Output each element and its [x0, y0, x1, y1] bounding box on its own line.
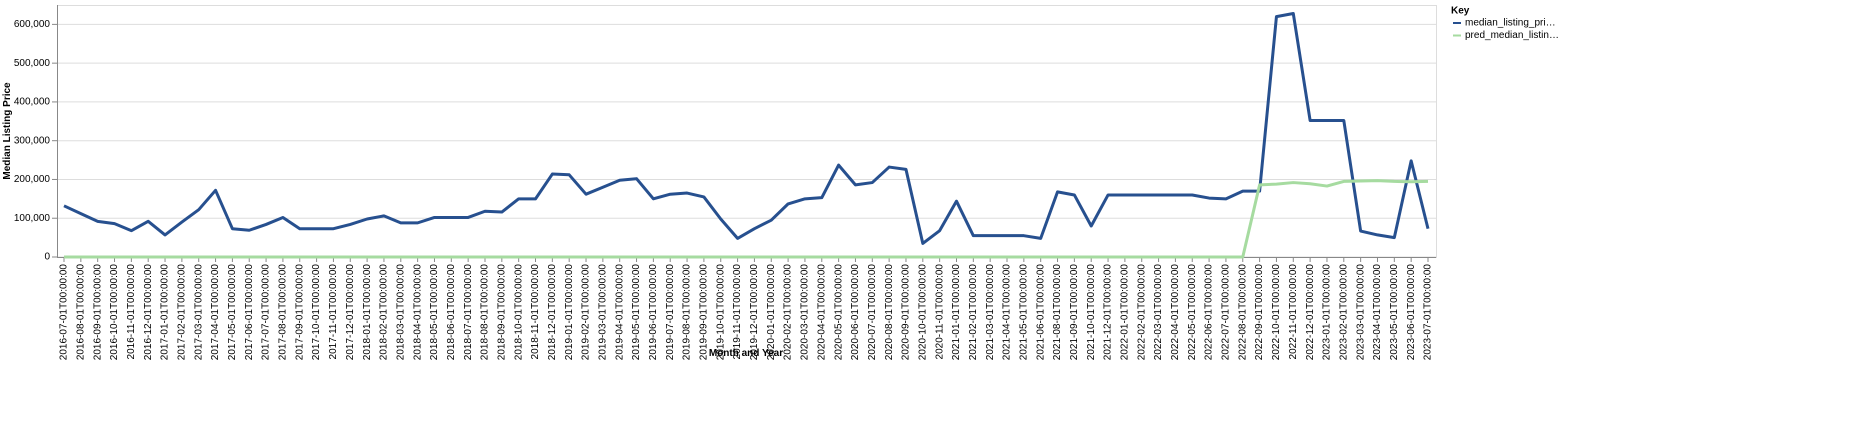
x-tick-label: 2022-03-01T00:00:00: [1153, 264, 1164, 361]
x-tick-label: 2022-04-01T00:00:00: [1170, 264, 1181, 361]
x-tick-label: 2017-12-01T00:00:00: [345, 264, 356, 361]
x-tick-label: 2016-11-01T00:00:00: [126, 264, 137, 360]
x-tick-label: 2016-10-01T00:00:00: [109, 264, 120, 361]
y-tick-label: 300,000: [14, 135, 51, 146]
x-tick-label: 2022-07-01T00:00:00: [1221, 264, 1232, 361]
x-tick-label: 2020-09-01T00:00:00: [901, 264, 912, 361]
x-tick-label: 2017-08-01T00:00:00: [278, 264, 289, 361]
x-tick-label: 2021-04-01T00:00:00: [1002, 264, 1013, 361]
x-tick-label: 2019-10-01T00:00:00: [715, 264, 726, 361]
x-tick-label: 2020-02-01T00:00:00: [783, 264, 794, 361]
x-tick-label: 2018-08-01T00:00:00: [480, 264, 491, 361]
x-tick-label: 2022-02-01T00:00:00: [1136, 264, 1147, 361]
x-tick-label: 2017-10-01T00:00:00: [311, 264, 322, 361]
x-tick-label: 2020-11-01T00:00:00: [934, 264, 945, 360]
x-tick-label: 2020-07-01T00:00:00: [867, 264, 878, 361]
x-tick-label: 2018-05-01T00:00:00: [429, 264, 440, 361]
x-tick-label: 2018-09-01T00:00:00: [496, 264, 507, 361]
x-tick-label: 2019-09-01T00:00:00: [699, 264, 710, 361]
y-tick-label: 400,000: [14, 97, 51, 108]
x-tick-label: 2022-09-01T00:00:00: [1254, 264, 1265, 361]
x-tick-label: 2019-08-01T00:00:00: [682, 264, 693, 361]
legend-label: pred_median_listin…: [1465, 30, 1559, 41]
x-tick-label: 2016-07-01T00:00:00: [59, 264, 70, 361]
x-tick-label: 2017-02-01T00:00:00: [177, 264, 188, 361]
y-axis-title: Median Listing Price: [2, 82, 13, 180]
x-tick-label: 2018-12-01T00:00:00: [547, 264, 558, 361]
x-tick-label: 2018-02-01T00:00:00: [379, 264, 390, 361]
x-tick-label: 2018-03-01T00:00:00: [395, 264, 406, 361]
x-tick-label: 2016-09-01T00:00:00: [92, 264, 103, 361]
y-tick-label: 200,000: [14, 174, 51, 185]
x-tick-label: 2018-06-01T00:00:00: [446, 264, 457, 361]
x-tick-label: 2017-07-01T00:00:00: [261, 264, 272, 361]
x-tick-label: 2018-07-01T00:00:00: [463, 264, 474, 361]
x-tick-label: 2022-10-01T00:00:00: [1271, 264, 1282, 361]
x-tick-label: 2022-12-01T00:00:00: [1305, 264, 1316, 361]
x-tick-label: 2019-02-01T00:00:00: [581, 264, 592, 361]
x-tick-label: 2020-10-01T00:00:00: [917, 264, 928, 361]
x-tick-label: 2022-06-01T00:00:00: [1204, 264, 1215, 361]
x-tick-label: 2022-01-01T00:00:00: [1120, 264, 1131, 361]
x-tick-label: 2020-08-01T00:00:00: [884, 264, 895, 361]
x-tick-label: 2022-08-01T00:00:00: [1237, 264, 1248, 361]
legend-label: median_listing_pri…: [1465, 18, 1556, 29]
x-tick-label: 2021-12-01T00:00:00: [1103, 264, 1114, 361]
y-tick-label: 100,000: [14, 213, 51, 224]
plot-frame: [57, 5, 1437, 258]
line-series: [64, 179, 1429, 259]
x-tick-label: 2019-12-01T00:00:00: [749, 264, 760, 361]
x-tick-label: 2018-11-01T00:00:00: [530, 264, 541, 360]
x-tick-label: 2021-10-01T00:00:00: [1086, 264, 1097, 361]
x-tick-label: 2018-04-01T00:00:00: [412, 264, 423, 361]
x-tick-label: 2019-05-01T00:00:00: [631, 264, 642, 361]
x-tick-label: 2017-04-01T00:00:00: [210, 264, 221, 361]
x-tick-label: 2016-08-01T00:00:00: [75, 264, 86, 361]
x-tick-label: 2023-02-01T00:00:00: [1338, 264, 1349, 361]
x-tick-label: 2021-06-01T00:00:00: [1035, 264, 1046, 361]
x-tick-label: 2019-07-01T00:00:00: [665, 264, 676, 361]
x-tick-label: 2021-08-01T00:00:00: [1052, 264, 1063, 361]
x-tick-label: 2019-03-01T00:00:00: [598, 264, 609, 361]
x-tick-label: 2022-11-01T00:00:00: [1288, 264, 1299, 360]
x-tick-label: 2017-09-01T00:00:00: [294, 264, 305, 361]
x-tick-label: 2022-05-01T00:00:00: [1187, 264, 1198, 361]
x-tick-label: 2021-01-01T00:00:00: [951, 264, 962, 361]
x-tick-label: 2020-04-01T00:00:00: [816, 264, 827, 361]
x-tick-label: 2020-05-01T00:00:00: [833, 264, 844, 361]
x-tick-label: 2023-06-01T00:00:00: [1406, 264, 1417, 361]
x-tick-label: 2017-06-01T00:00:00: [244, 264, 255, 361]
x-tick-label: 2021-03-01T00:00:00: [985, 264, 996, 361]
legend-title: Key: [1451, 6, 1470, 17]
x-tick-label: 2017-01-01T00:00:00: [160, 264, 171, 361]
y-tick-label: 600,000: [14, 19, 51, 30]
x-tick-label: 2018-01-01T00:00:00: [362, 264, 373, 361]
x-axis-title: Month and Year: [709, 348, 783, 359]
x-tick-label: 2023-05-01T00:00:00: [1389, 264, 1400, 361]
x-tick-label: 2018-10-01T00:00:00: [513, 264, 524, 361]
x-tick-label: 2020-01-01T00:00:00: [766, 264, 777, 361]
line-series: [63, 12, 1430, 245]
x-tick-label: 2021-09-01T00:00:00: [1069, 264, 1080, 361]
x-tick-label: 2017-05-01T00:00:00: [227, 264, 238, 361]
x-tick-label: 2023-03-01T00:00:00: [1355, 264, 1366, 361]
x-tick-label: 2019-06-01T00:00:00: [648, 264, 659, 361]
y-tick-label: 500,000: [14, 58, 51, 69]
x-tick-label: 2020-06-01T00:00:00: [850, 264, 861, 361]
x-tick-label: 2023-04-01T00:00:00: [1372, 264, 1383, 361]
x-tick-label: 2021-02-01T00:00:00: [968, 264, 979, 361]
x-tick-label: 2016-12-01T00:00:00: [143, 264, 154, 361]
x-tick-label: 2019-11-01T00:00:00: [732, 264, 743, 360]
x-tick-label: 2017-11-01T00:00:00: [328, 264, 339, 360]
x-tick-label: 2020-03-01T00:00:00: [800, 264, 811, 361]
x-tick-label: 2019-01-01T00:00:00: [564, 264, 575, 361]
x-tick-label: 2023-07-01T00:00:00: [1423, 264, 1434, 361]
x-tick-label: 2017-03-01T00:00:00: [193, 264, 204, 361]
x-tick-label: 2019-04-01T00:00:00: [614, 264, 625, 361]
y-tick-label: 0: [44, 252, 50, 263]
x-tick-label: 2023-01-01T00:00:00: [1322, 264, 1333, 361]
x-tick-label: 2021-05-01T00:00:00: [1018, 264, 1029, 361]
